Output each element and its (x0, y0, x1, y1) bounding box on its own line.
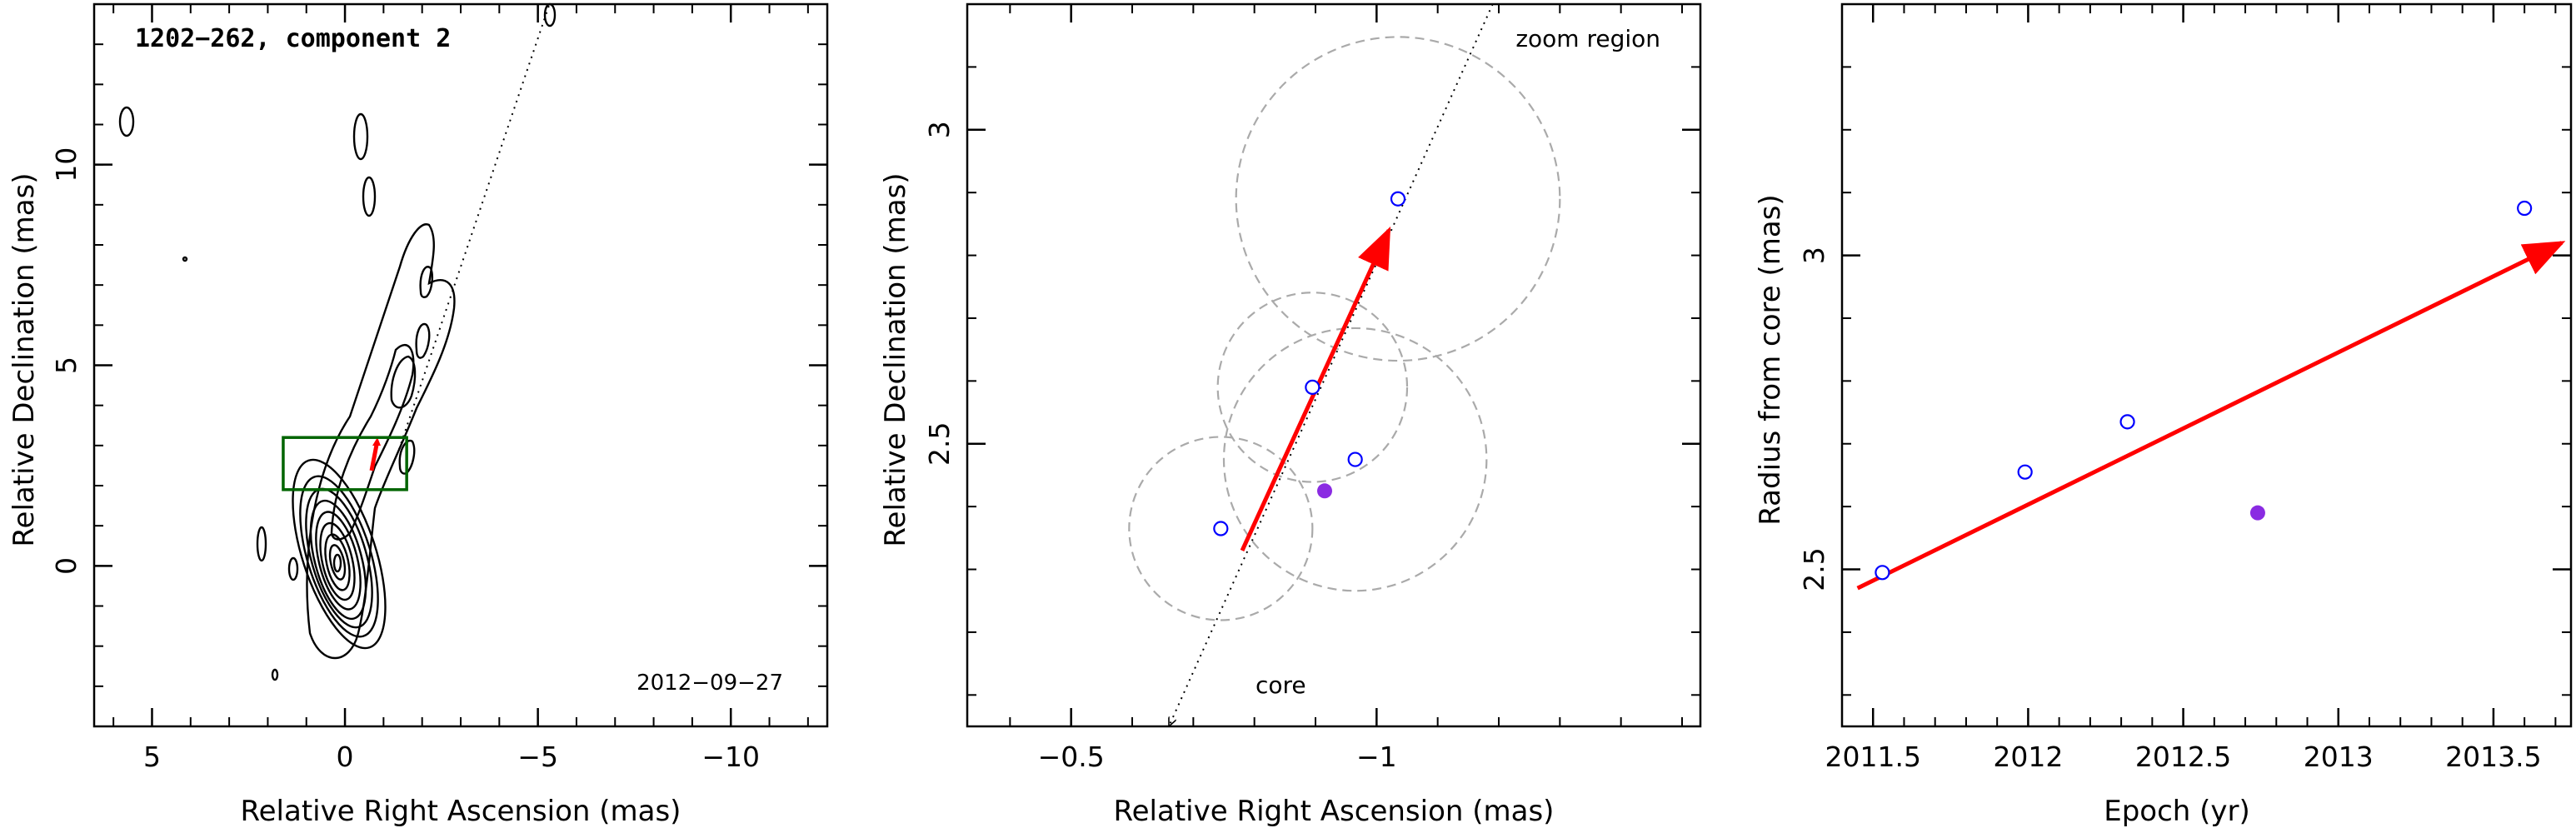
middle-zoom-label: zoom region (1515, 25, 1660, 52)
open-point (1305, 379, 1320, 395)
left-red-arrow-head (372, 437, 381, 446)
middle-ylabel: Relative Declination (mas) (879, 172, 912, 546)
x-tick-label: −5 (517, 741, 558, 773)
plot-frame (966, 2, 1702, 728)
x-tick-label: 2013 (2304, 741, 2374, 773)
panel-right-radius: 2011.5 2012 2012.5 2013 2013.5 2.5 3 (1798, 2, 2573, 773)
y-tick-label: 10 (50, 147, 82, 182)
x-tick-label: 0 (337, 741, 354, 773)
x-tick-label: 2013.5 (2445, 741, 2541, 773)
uncertainty-circle (1216, 292, 1409, 483)
left-contours (118, 2, 557, 681)
left-panel-title: 1202−262, component 2 (135, 24, 451, 53)
left-red-arrow (369, 444, 379, 471)
open-point (2017, 464, 2033, 480)
x-tick-label: −10 (701, 741, 760, 773)
x-tick-label: −1 (1356, 741, 1397, 773)
uncertainty-circle (1128, 436, 1314, 621)
left-ylabel: Relative Declination (mas) (7, 172, 41, 546)
middle-xlabel: Relative Right Ascension (mas) (1114, 795, 1555, 828)
direction-line (1168, 3, 1494, 726)
x-tick-label: 2012.5 (2135, 741, 2231, 773)
open-point (1875, 565, 1890, 581)
x-tick-label: 5 (143, 741, 161, 773)
filled-point (1317, 483, 1332, 499)
open-point (2517, 200, 2533, 217)
y-tick-label: 2.5 (1798, 547, 1830, 591)
x-tick-label: 2011.5 (1825, 741, 1920, 773)
y-tick-label: 2.5 (923, 421, 956, 465)
uncertainty-circle (1222, 327, 1488, 592)
y-tick-label: 5 (50, 357, 82, 374)
middle-core-label: core (1256, 671, 1306, 699)
y-tick-label: 3 (1798, 247, 1830, 264)
right-ylabel: Radius from core (mas) (1754, 194, 1787, 525)
filled-point (2249, 505, 2265, 521)
left-panel-date: 2012−09−27 (637, 671, 783, 696)
open-point (1390, 191, 1406, 207)
y-tick-label: 0 (50, 557, 82, 575)
left-xlabel: Relative Right Ascension (mas) (241, 795, 681, 828)
uncertainty-circle (1235, 36, 1561, 362)
plot-frame (92, 2, 829, 728)
y-tick-label: 3 (923, 121, 956, 138)
x-tick-label: 2012 (1993, 741, 2063, 773)
open-point (2119, 414, 2135, 430)
fit-arrow (1856, 241, 2566, 591)
x-tick-label: −0.5 (1038, 741, 1105, 773)
panel-middle-zoom: −0.5 −1 2.5 3 (923, 2, 1702, 773)
open-point (1347, 451, 1363, 467)
right-xlabel: Epoch (yr) (2104, 795, 2250, 828)
zoom-box (282, 436, 408, 491)
plot-frame (1840, 2, 2573, 728)
open-point (1213, 521, 1229, 536)
panel-left-contour-map: 5 0 −5 −10 0 5 10 (50, 2, 829, 773)
